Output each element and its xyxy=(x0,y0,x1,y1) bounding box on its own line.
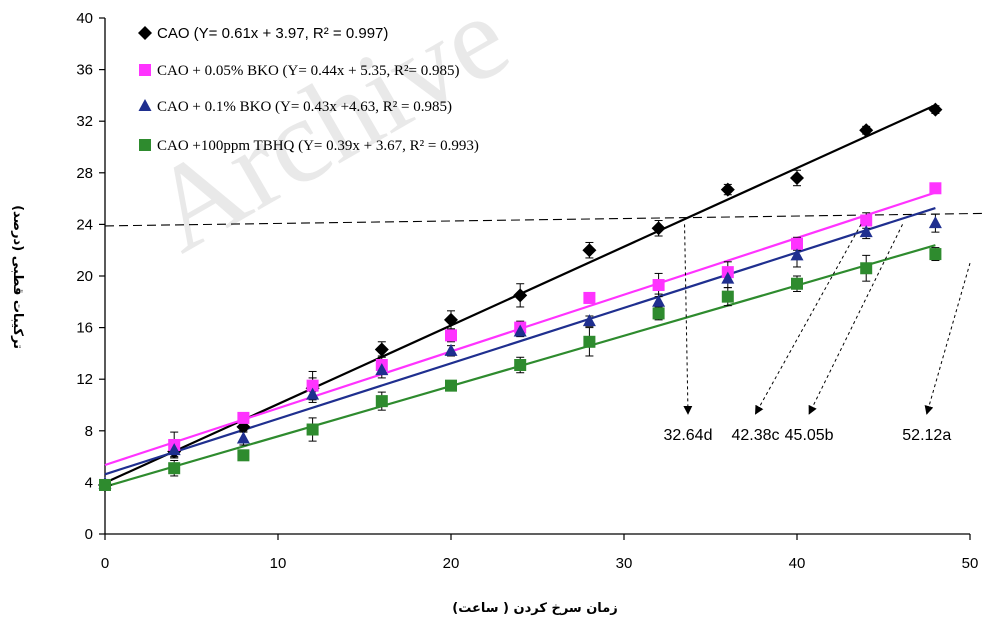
x-tick-label: 10 xyxy=(270,555,287,572)
data-points xyxy=(98,102,943,492)
data-point xyxy=(375,395,388,408)
data-point xyxy=(859,123,874,138)
x-axis-title: زمان سرخ کردن ( ساعت) xyxy=(452,601,617,616)
data-point xyxy=(306,423,319,436)
data-point xyxy=(652,307,665,320)
data-point xyxy=(582,314,596,327)
data-point xyxy=(721,271,735,284)
data-point xyxy=(99,478,111,491)
data-point xyxy=(791,277,803,290)
y-tick-label: 4 xyxy=(85,474,93,491)
data-point xyxy=(445,329,457,342)
data-point xyxy=(374,342,389,357)
data-point xyxy=(860,262,873,275)
annotation-label: 45.05b xyxy=(785,427,834,444)
data-point xyxy=(582,243,597,258)
data-point xyxy=(790,170,804,185)
y-tick-label: 8 xyxy=(85,423,93,440)
legend-marker xyxy=(138,26,152,40)
y-tick-label: 0 xyxy=(85,526,93,543)
y-tick-label: 36 xyxy=(76,62,93,79)
y-axis-title: ترکیبات قطبی (درصد) xyxy=(10,205,25,349)
annotation-arrow xyxy=(683,224,693,415)
legend-marker xyxy=(139,64,151,76)
data-point xyxy=(720,182,735,197)
x-tick-label: 30 xyxy=(616,555,633,572)
x-tick-label: 0 xyxy=(101,555,109,572)
legend-entry-label: CAO + 0.05% BKO (Y= 0.44x + 5.35, R²= 0.… xyxy=(157,63,460,79)
data-point xyxy=(513,288,528,303)
y-tick-label: 24 xyxy=(76,216,93,233)
ticks: 0 4 8 12 16 20 24 28 32 36 40 0 10 20 30 40 50 xyxy=(76,10,978,572)
data-point xyxy=(790,248,804,261)
legend-entry-label: CAO + 0.1% BKO (Y= 0.43x +4.63, R² = 0.9… xyxy=(157,99,452,115)
data-point xyxy=(513,324,527,337)
annotation-label: 52.12a xyxy=(902,427,951,444)
data-point xyxy=(306,379,319,392)
data-point xyxy=(928,216,942,229)
x-tick-label: 20 xyxy=(443,555,460,572)
data-point xyxy=(445,379,457,392)
legend-marker xyxy=(139,139,151,151)
y-tick-label: 12 xyxy=(76,371,93,388)
data-point xyxy=(444,312,458,327)
data-point xyxy=(929,248,942,261)
axes xyxy=(104,18,970,535)
y-tick-label: 28 xyxy=(76,165,93,182)
data-point xyxy=(651,221,666,236)
y-tick-label: 40 xyxy=(76,10,93,27)
annotation-arrow xyxy=(924,262,971,415)
threshold-line-group xyxy=(104,212,983,227)
x-tick-label: 50 xyxy=(962,555,979,572)
data-point xyxy=(514,359,527,372)
data-point xyxy=(928,102,943,117)
legend-entry-label: CAO +100ppm TBHQ (Y= 0.39x + 3.67, R² = … xyxy=(157,138,479,154)
y-tick-label: 16 xyxy=(76,320,93,337)
legend-entry-label: CAO (Y= 0.61x + 3.97, R² = 0.997) xyxy=(157,25,388,42)
x-tick-label: 40 xyxy=(789,555,806,572)
data-point xyxy=(375,363,389,376)
legend-marker xyxy=(138,99,152,111)
annotation-arrow xyxy=(808,224,903,415)
data-point xyxy=(859,225,873,238)
threshold-line xyxy=(104,212,983,227)
data-point xyxy=(583,335,596,348)
data-point xyxy=(929,182,942,195)
data-point xyxy=(860,214,873,227)
data-point xyxy=(168,462,181,475)
data-point xyxy=(652,294,666,307)
legend: CAO (Y= 0.61x + 3.97, R² = 0.997) CAO + 0… xyxy=(138,25,479,154)
annotation-label: 42.38c xyxy=(731,427,779,444)
y-tick-label: 20 xyxy=(76,268,93,285)
y-tick-label: 32 xyxy=(76,113,93,130)
data-point xyxy=(583,291,596,304)
data-point xyxy=(652,279,665,292)
annotation-arrow xyxy=(755,224,862,415)
data-point xyxy=(237,411,250,424)
annotation-label: 32.64d xyxy=(664,427,713,444)
data-point xyxy=(444,343,458,356)
data-point xyxy=(236,431,250,444)
data-point xyxy=(167,443,181,456)
data-point xyxy=(791,237,803,250)
data-point xyxy=(306,387,320,400)
data-point xyxy=(237,449,250,462)
annotation-arrows: 32.64d 42.38c 45.05b 52.12a xyxy=(664,224,971,444)
data-point xyxy=(721,290,734,303)
